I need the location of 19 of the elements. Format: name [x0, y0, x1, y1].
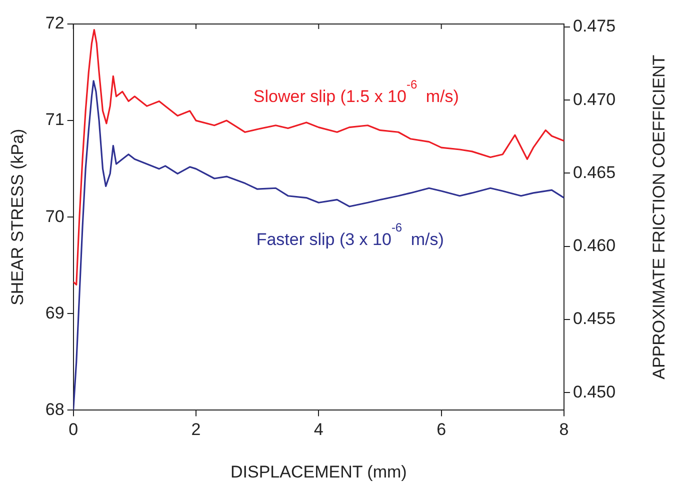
y-tick-label: 71	[45, 110, 64, 130]
y-tick-label: 70	[45, 206, 64, 226]
x-axis-title: DISPLACEMENT (mm)	[230, 462, 407, 482]
x-tick-label: 4	[314, 420, 324, 440]
x-tick-label: 2	[191, 420, 201, 440]
y2-tick-label: 0.465	[573, 162, 616, 182]
y2-axis-title: APPROXIMATE FRICTION COEFFICIENT	[650, 54, 669, 380]
y-tick-label: 72	[45, 14, 64, 33]
y-tick-label: 68	[45, 400, 64, 419]
x-tick-label: 0	[68, 420, 78, 440]
x-tick-label: 8	[559, 420, 569, 440]
y2-tick-label: 0.460	[573, 236, 616, 256]
x-tick-label: 6	[436, 420, 446, 440]
y2-tick-label: 0.470	[573, 90, 616, 109]
y2-tick-label: 0.455	[573, 309, 616, 328]
y2-tick-label: 0.450	[573, 382, 616, 402]
y2-tick-label: 0.475	[573, 16, 616, 36]
y-tick-label: 69	[45, 303, 64, 322]
y-axis-title: SHEAR STRESS (kPa)	[8, 128, 27, 306]
